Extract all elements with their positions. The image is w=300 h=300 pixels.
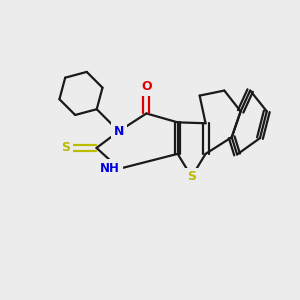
Text: S: S: [61, 141, 70, 154]
Text: NH: NH: [100, 162, 120, 175]
Text: S: S: [187, 170, 196, 183]
Text: O: O: [141, 80, 152, 93]
Text: N: N: [114, 125, 124, 138]
